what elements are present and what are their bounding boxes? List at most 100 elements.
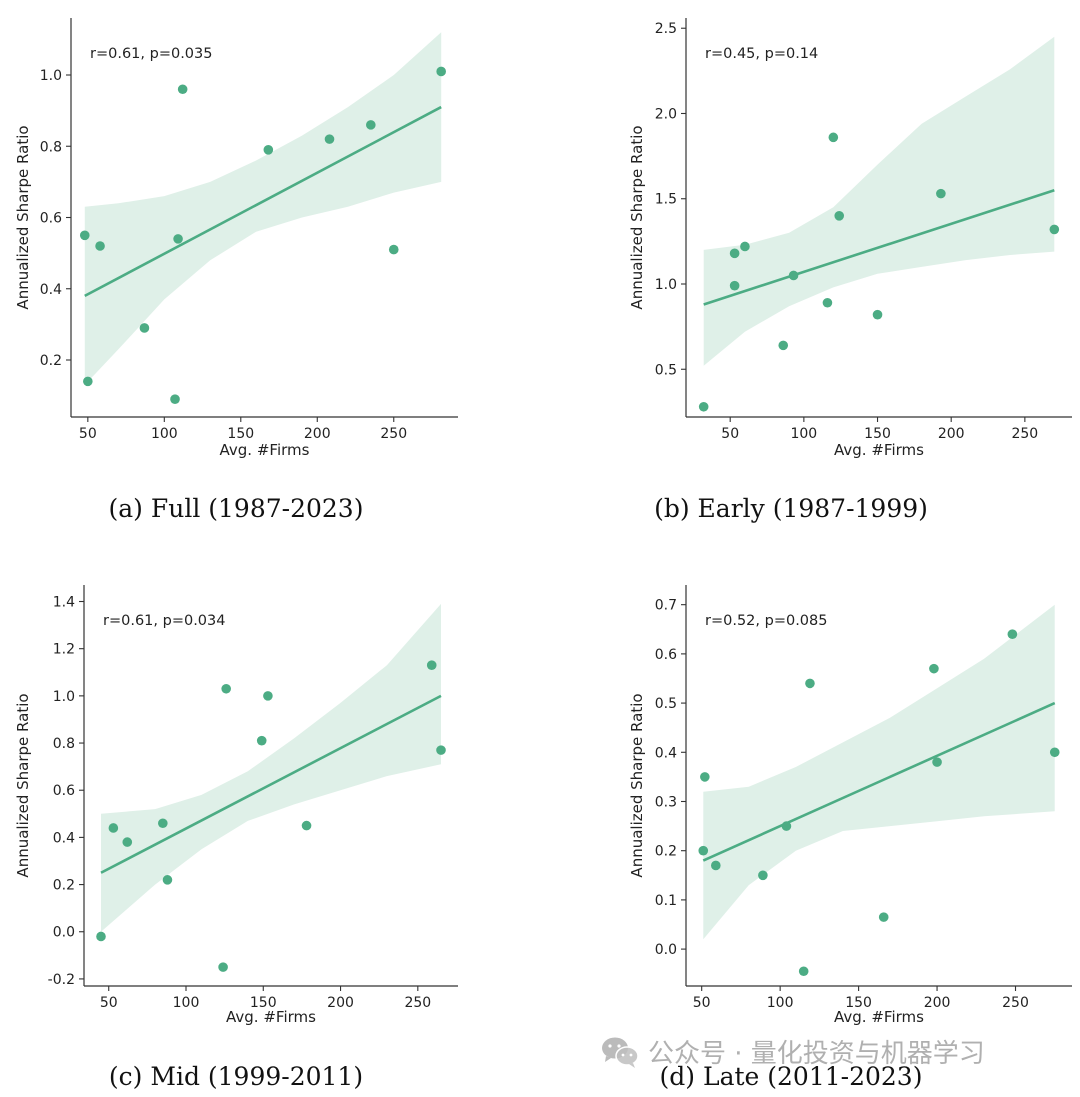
data-point-c-10	[301, 820, 312, 831]
y-axis-label-c: Annualized Sharpe Ratio	[14, 693, 32, 877]
chart-panel-d: 50 100 150 200 250 0.0 0.1 0.2 0.3 0.4 0.5 0.6 0.7 Av…	[540, 560, 1080, 1097]
x-tick-label-b-200: 200	[938, 426, 965, 442]
x-tick-label-d-250: 250	[1002, 995, 1029, 1011]
y-tick-label-c-0.2: 0.2	[53, 878, 75, 894]
data-point-a-12	[436, 66, 446, 77]
chart-panel-b: 50 100 150 200 250 0.5 1.0 1.5 2.0 2.5 Avg. #Firms…	[540, 0, 1080, 545]
regression-line-c	[100, 694, 442, 874]
y-tick-label-c-1.2: 1.2	[53, 642, 75, 658]
data-point-a-8	[263, 145, 274, 155]
chart-caption-d: (d) Late (2011-2023)	[659, 1062, 923, 1091]
y-tick-label-c-1.4: 1.4	[53, 595, 75, 611]
data-point-c-5	[162, 875, 173, 885]
data-point-d-12	[1049, 747, 1060, 758]
y-tick-label-d-0.3: 0.3	[655, 794, 677, 810]
x-tick-label-c-200: 200	[327, 995, 354, 1011]
data-point-b-2	[729, 280, 740, 291]
data-point-d-9	[929, 663, 939, 674]
y-tick-label-a-0.2: 0.2	[40, 353, 62, 369]
x-tick-label-b-50: 50	[721, 426, 739, 442]
data-point-b-4	[740, 241, 750, 252]
y-axis-label-b: Annualized Sharpe Ratio	[628, 125, 646, 309]
data-point-d-6	[798, 966, 809, 977]
chart-panel-c: 50 100 150 200 250 -0.2 0.0 0.2 0.4 0.6 0.8 1.0 1.2 1…	[0, 560, 540, 1097]
y-tick-label-d-0.4: 0.4	[655, 745, 677, 761]
x-tick-label-d-100: 100	[767, 995, 794, 1011]
data-point-b-7	[822, 297, 833, 308]
confidence-band-b	[703, 36, 1055, 366]
y-tick-label-a-1: 1.0	[40, 68, 62, 84]
chart-caption-a: (a) Full (1987-2023)	[108, 494, 364, 523]
x-tick-label-a-150: 150	[227, 426, 254, 442]
confidence-band-c	[101, 603, 441, 932]
data-point-c-1	[96, 931, 106, 942]
chart-caption-c: (c) Mid (1999-2011)	[108, 1062, 364, 1091]
correlation-annotation-c: r=0.61, p=0.034	[103, 613, 225, 629]
y-tick-label-c-0.4: 0.4	[53, 830, 75, 846]
y-tick-label-a-0.8: 0.8	[40, 139, 62, 155]
data-point-a-10	[366, 120, 376, 130]
chart-svg-b: 50 100 150 200 250 0.5 1.0 1.5 2.0 2.5 Avg. #Firms…	[628, 18, 1072, 459]
y-tick-label-c-0: 0.0	[53, 925, 75, 941]
x-tick-label-c-100: 100	[173, 995, 200, 1011]
data-point-d-3	[711, 860, 721, 871]
y-tick-label-d-0.7: 0.7	[655, 598, 677, 614]
y-tick-label-a-0.6: 0.6	[40, 211, 62, 227]
data-point-a-4	[139, 323, 150, 333]
wechat-icon	[602, 1037, 639, 1068]
chart-svg-c: 50 100 150 200 250 -0.2 0.0 0.2 0.4 0.6 0.8 1.0 1.2 1…	[14, 585, 458, 1026]
y-tick-label-d-0.2: 0.2	[655, 844, 677, 860]
y-tick-label-d-0: 0.0	[655, 942, 677, 958]
data-point-a-7	[177, 84, 188, 95]
data-point-d-2	[700, 772, 710, 782]
x-tick-label-b-150: 150	[864, 426, 891, 442]
data-point-a-6	[173, 234, 183, 244]
chart-panel-a: 50 100 150 200 250 0.2 0.4 0.6 0.8 1.0 Avg. #Firms…	[0, 0, 540, 545]
data-point-b-10	[872, 309, 883, 320]
x-tick-label-a-50: 50	[79, 426, 97, 442]
data-point-c-2	[108, 823, 119, 833]
x-tick-label-c-50: 50	[100, 995, 118, 1011]
y-axis-label-a: Annualized Sharpe Ratio	[14, 125, 32, 309]
y-tick-label-b-2: 2.0	[655, 106, 677, 122]
data-point-a-2	[83, 376, 93, 387]
y-tick-label-b-0.5: 0.5	[655, 362, 677, 378]
x-axis-label-b: Avg. #Firms	[834, 441, 924, 459]
data-point-b-9	[834, 210, 845, 221]
data-point-a-3	[95, 241, 105, 251]
x-axis-label-d: Avg. #Firms	[834, 1008, 924, 1026]
correlation-annotation-d: r=0.52, p=0.085	[705, 613, 827, 629]
y-tick-label-d-0.1: 0.1	[655, 893, 677, 909]
y-tick-label-a-0.4: 0.4	[40, 282, 62, 298]
data-point-a-1	[79, 230, 90, 241]
data-point-c-12	[436, 745, 446, 755]
data-point-b-12	[1049, 224, 1060, 235]
data-point-c-7	[221, 683, 231, 694]
data-point-c-9	[263, 691, 273, 701]
x-tick-label-a-250: 250	[380, 426, 407, 442]
correlation-annotation-a: r=0.61, p=0.035	[90, 46, 212, 62]
y-tick-label-c-0.8: 0.8	[53, 736, 75, 752]
x-axis-label-a: Avg. #Firms	[220, 441, 310, 459]
data-point-d-8	[878, 912, 889, 922]
data-point-b-1	[698, 401, 709, 412]
data-point-b-5	[778, 340, 789, 351]
x-tick-label-d-50: 50	[693, 995, 711, 1011]
data-point-d-7	[805, 678, 815, 689]
x-tick-label-a-100: 100	[151, 426, 178, 442]
correlation-annotation-b: r=0.45, p=0.14	[705, 46, 818, 62]
y-tick-label-b-2.5: 2.5	[655, 21, 677, 37]
data-point-a-9	[324, 134, 335, 144]
x-tick-label-c-250: 250	[404, 995, 431, 1011]
regression-line-a	[84, 105, 442, 298]
data-point-c-6	[218, 962, 228, 972]
y-tick-label-d-0.5: 0.5	[655, 696, 677, 712]
y-tick-label-b-1: 1.0	[655, 277, 677, 293]
data-point-b-3	[729, 248, 740, 259]
x-tick-label-c-150: 150	[250, 995, 277, 1011]
data-point-a-5	[170, 394, 180, 404]
confidence-band-a	[84, 32, 442, 385]
x-tick-label-d-200: 200	[924, 995, 951, 1011]
watermark-text: 公众号 · 量化投资与机器学习	[648, 1039, 985, 1069]
x-tick-label-a-200: 200	[304, 426, 331, 442]
